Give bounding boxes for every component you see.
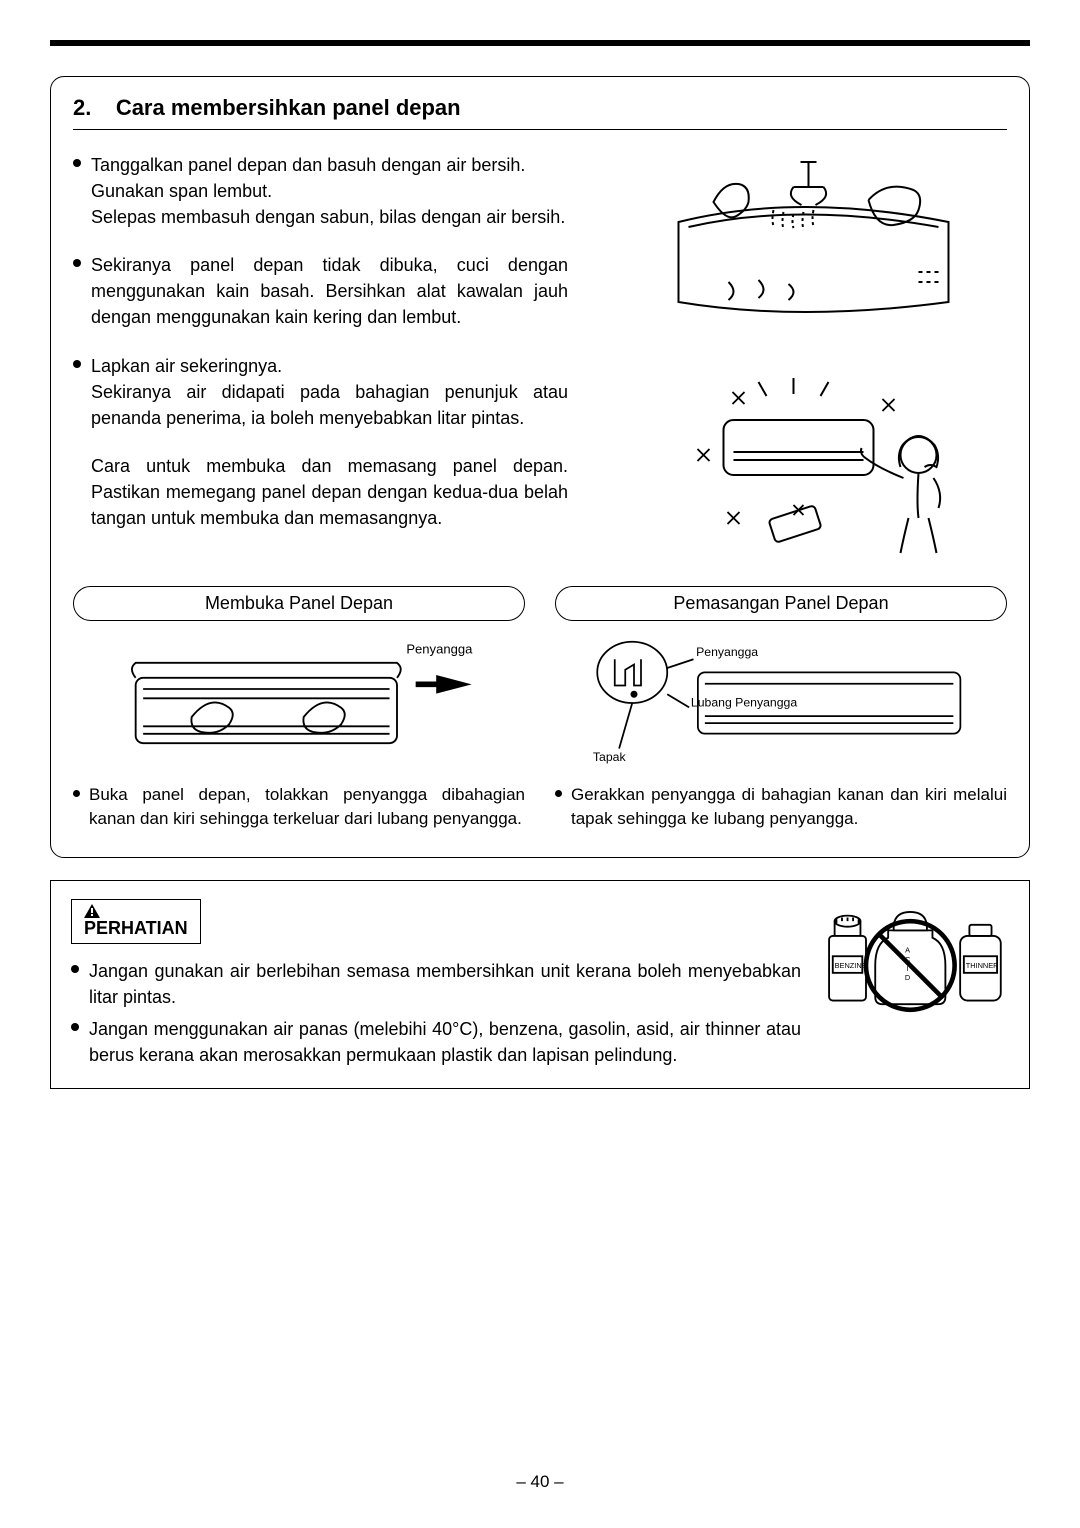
top-rule	[50, 40, 1030, 46]
thinner-label: THINNER	[966, 961, 999, 970]
caution-box: PERHATIAN Jangan gunakan air berlebihan …	[50, 880, 1030, 1089]
main-section-box: 2. Cara membersihkan panel depan Tanggal…	[50, 76, 1030, 858]
install-panel-bullet: Gerakkan penyangga di bahagian kanan dan…	[555, 783, 1007, 831]
acid-label-c: C	[905, 954, 911, 963]
bullet-line: Selepas membasuh dengan sabun, bilas den…	[91, 207, 565, 227]
acid-label-i: I	[907, 964, 909, 973]
bullet-item: Tanggalkan panel depan dan basuh dengan …	[73, 152, 568, 230]
section-title: 2. Cara membersihkan panel depan	[73, 95, 1007, 130]
illustration-column	[590, 152, 1007, 570]
washing-illustration	[590, 152, 1007, 342]
open-panel-diagram: Penyangga	[73, 633, 525, 773]
section-heading: Cara membersihkan panel depan	[116, 95, 461, 120]
caution-title-text: PERHATIAN	[84, 918, 188, 938]
hole-label: Lubang Penyangga	[691, 696, 797, 710]
caution-item: Jangan gunakan air berlebihan semasa mem…	[71, 958, 801, 1010]
open-panel-bullet: Buka panel depan, tolakkan penyangga dib…	[73, 783, 525, 831]
stopper-label: Penyangga	[406, 642, 473, 657]
caution-title: PERHATIAN	[71, 899, 201, 944]
text-column: Tanggalkan panel depan dan basuh dengan …	[73, 152, 568, 570]
section-number: 2.	[73, 95, 91, 120]
benzine-label: BENZINE	[835, 961, 867, 970]
bullet-main: Lapkan air sekeringnya.	[91, 356, 282, 376]
bullet-line: Gunakan span lembut.	[91, 181, 272, 201]
open-panel: Membuka Panel Depan Pe	[73, 586, 525, 831]
warning-icon	[84, 904, 100, 918]
sub-paragraph: Cara untuk membuka dan memasang panel de…	[91, 453, 568, 531]
acid-label-a: A	[905, 945, 910, 954]
panels-row: Membuka Panel Depan Pe	[73, 586, 1007, 831]
page-number: – 40 –	[0, 1472, 1080, 1492]
step-label: Tapak	[593, 750, 627, 764]
open-panel-title: Membuka Panel Depan	[73, 586, 525, 621]
bullet-item: Lapkan air sekeringnya. Sekiranya air di…	[73, 353, 568, 431]
install-panel: Pemasangan Panel Depan	[555, 586, 1007, 831]
caution-item: Jangan menggunakan air panas (melebihi 4…	[71, 1016, 801, 1068]
install-panel-title: Pemasangan Panel Depan	[555, 586, 1007, 621]
chemicals-prohibited-illustration: BENZINE A C I D THINNER	[819, 899, 1009, 1019]
bullet-item: Sekiranya panel depan tidak dibuka, cuci…	[73, 252, 568, 330]
person-wiping-illustration	[590, 360, 1007, 570]
stopper-label: Penyangga	[696, 645, 758, 659]
bullet-main: Tanggalkan panel depan dan basuh dengan …	[91, 155, 525, 175]
install-panel-diagram: Penyangga Lubang Penyangga Tapak	[555, 633, 1007, 773]
bullet-line: Sekiranya air didapati pada bahagian pen…	[91, 382, 568, 428]
acid-label-d: D	[905, 973, 910, 982]
bullet-main: Sekiranya panel depan tidak dibuka, cuci…	[91, 255, 568, 327]
